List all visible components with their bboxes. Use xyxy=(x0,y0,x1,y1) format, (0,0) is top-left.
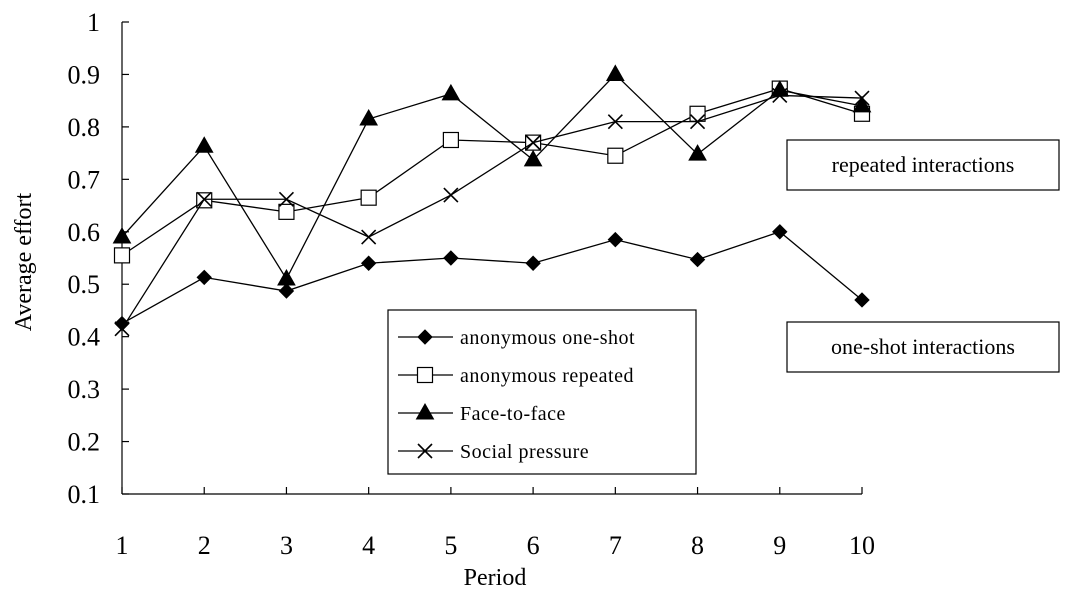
x-tick-label: 7 xyxy=(609,531,622,560)
data-point xyxy=(279,284,293,298)
legend-label: anonymous repeated xyxy=(460,365,634,387)
x-tick-label: 9 xyxy=(773,531,786,560)
x-tick-label: 10 xyxy=(849,531,875,560)
y-tick-label: 0.2 xyxy=(68,428,101,457)
x-axis-label: Period xyxy=(464,565,527,589)
y-tick-label: 0.7 xyxy=(68,165,101,194)
data-point xyxy=(444,188,458,202)
series-line xyxy=(122,89,862,256)
x-tick-label: 1 xyxy=(116,531,129,560)
data-point xyxy=(444,251,458,265)
data-point xyxy=(691,253,705,267)
x-tick-label: 4 xyxy=(362,531,375,560)
legend-label: Face-to-face xyxy=(460,403,566,425)
legend-label: Social pressure xyxy=(460,441,589,463)
data-point xyxy=(608,148,623,163)
series-line xyxy=(122,95,862,328)
series-triangle xyxy=(114,65,871,285)
y-tick-label: 0.5 xyxy=(68,270,101,299)
axes: 0.1 0.2 0.3 0.4 0.5 0.6 0.7 0.8 0.9 1 1 2 3 4 5 6 7 8 9 10 xyxy=(68,8,876,560)
series-layer xyxy=(114,65,871,335)
x-tick-label: 2 xyxy=(198,531,211,560)
legend: anonymous one-shot anonymous repeated Face… xyxy=(388,310,696,474)
data-point xyxy=(442,85,459,100)
data-point xyxy=(196,137,213,152)
y-tick-label: 0.8 xyxy=(68,113,101,142)
data-point xyxy=(690,106,705,121)
x-tick-label: 8 xyxy=(691,531,704,560)
data-point xyxy=(689,145,706,160)
x-tick-label: 6 xyxy=(527,531,540,560)
series-x xyxy=(115,88,869,335)
x-tick-label: 3 xyxy=(280,531,293,560)
data-point xyxy=(115,248,130,263)
data-point xyxy=(443,133,458,148)
legend-marker xyxy=(418,368,433,383)
data-point xyxy=(607,65,624,80)
data-point xyxy=(362,230,376,244)
data-point xyxy=(278,270,295,285)
legend-label: anonymous one-shot xyxy=(460,327,635,349)
callout-one-shot: one-shot interactions xyxy=(787,322,1059,372)
data-point xyxy=(608,233,622,247)
data-point xyxy=(362,256,376,270)
x-tick-label: 5 xyxy=(444,531,457,560)
data-point xyxy=(526,256,540,270)
y-tick-label: 0.4 xyxy=(68,323,101,352)
data-point xyxy=(197,270,211,284)
y-tick-label: 1 xyxy=(87,8,100,37)
data-point xyxy=(279,204,294,219)
y-axis-label: Average effort xyxy=(11,192,37,331)
y-tick-label: 0.6 xyxy=(68,218,101,247)
y-tick-label: 0.3 xyxy=(68,375,101,404)
callout-one-shot-text: one-shot interactions xyxy=(831,334,1015,359)
y-tick-label: 0.9 xyxy=(68,60,101,89)
y-tick-label: 0.1 xyxy=(68,480,101,509)
callout-repeated: repeated interactions xyxy=(787,140,1059,190)
data-point xyxy=(361,190,376,205)
callout-repeated-text: repeated interactions xyxy=(832,152,1015,177)
